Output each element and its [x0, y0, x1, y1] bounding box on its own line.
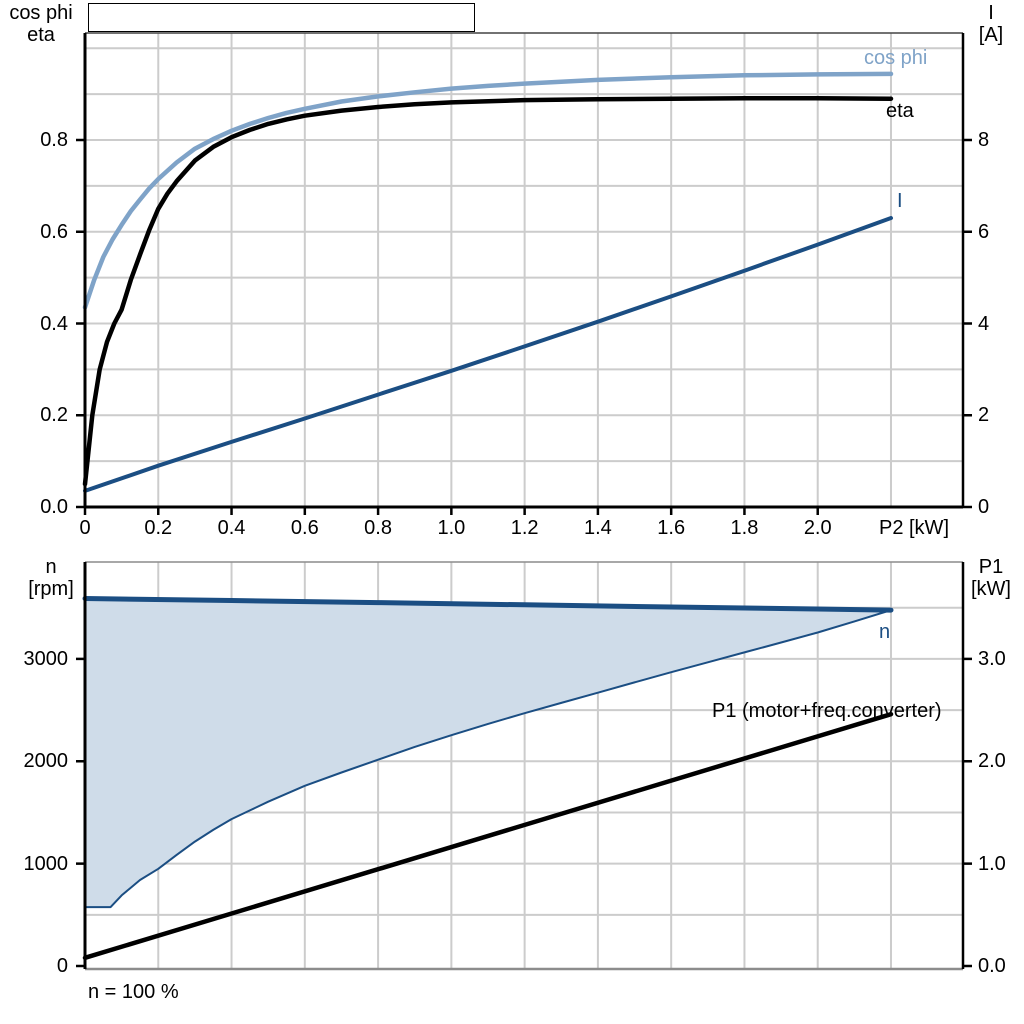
curve-label-eta: eta [886, 100, 914, 122]
bottom-y-left-tick-label: 3000 [23, 647, 69, 670]
top-y-left-tick-label: 0.8 [40, 129, 68, 151]
top-y-right-tick-label: 4 [978, 312, 990, 335]
top-left-axis-title: cos phi eta [2, 2, 80, 46]
top-x-tick-label: 0.2 [144, 517, 173, 539]
bottom-y-right-tick-label: 3.0 [978, 647, 1006, 670]
axis-title-p1: P1 [978, 556, 1004, 578]
top-x-tick-label: 1.4 [583, 517, 612, 539]
axis-title-cos-phi: cos phi [9, 2, 73, 24]
footer-speed-percent: n = 100 % [88, 981, 179, 1003]
x-axis-title: P2 [kW] [878, 517, 949, 539]
curve-label-cos-phi: cos phi [864, 47, 928, 69]
top-x-tick-label: 1.8 [730, 517, 759, 539]
bottom-y-right-tick-label: 1.0 [978, 852, 1006, 875]
top-y-right-tick-label: 6 [978, 220, 990, 243]
axis-title-current: I [988, 2, 994, 24]
top-right-axis-title: I [A] [958, 2, 1024, 46]
top-y-left-tick-label: 0.4 [40, 312, 68, 335]
top-y-right-tick-label: 0 [978, 496, 990, 518]
curve-label-speed: n [879, 621, 891, 643]
axis-title-speed-unit: [rpm] [28, 578, 74, 600]
bottom-y-left-tick-label: 1000 [23, 852, 69, 875]
top-y-left-tick-label: 0.6 [40, 220, 68, 243]
top-x-tick-label: 0 [79, 517, 91, 539]
top-y-right-tick-label: 2 [978, 404, 990, 427]
curve-label-p1: P1 (motor+freq.converter) [712, 700, 942, 722]
top-x-tick-label: 0.8 [364, 517, 392, 539]
axis-title-eta: eta [27, 24, 55, 46]
bottom-right-axis-title: P1 [kW] [958, 556, 1024, 600]
axis-title-p1-unit: [kW] [971, 578, 1011, 600]
bottom-left-axis-title: n [rpm] [12, 556, 90, 600]
curve-label-current: I [897, 190, 903, 212]
bottom-y-right-tick-label: 0.0 [978, 955, 1006, 977]
top-x-tick-label: 0.4 [217, 517, 246, 539]
bottom-y-left-tick-label: 2000 [23, 750, 69, 773]
axis-title-current-unit: [A] [978, 24, 1004, 46]
chart-title-box: CME 3-8 2.2 kW 3*240 V, 50 Hz, SF = 0,00 [88, 3, 475, 32]
top-y-left-tick-label: 0.0 [40, 496, 68, 518]
top-y-left-tick-label: 0.2 [40, 404, 68, 427]
top-x-tick-label: 1.2 [510, 517, 539, 539]
bottom-y-left-tick-label: 0 [56, 955, 68, 977]
top-x-tick-label: 1.6 [657, 517, 686, 539]
top-y-right-tick-label: 8 [978, 129, 990, 151]
top-x-tick-label: 1.0 [437, 517, 466, 539]
axis-title-speed: n [45, 556, 57, 578]
bottom-y-right-tick-label: 2.0 [978, 750, 1006, 773]
top-x-tick-label: 0.6 [290, 517, 319, 539]
top-x-tick-label: 2.0 [803, 517, 832, 539]
